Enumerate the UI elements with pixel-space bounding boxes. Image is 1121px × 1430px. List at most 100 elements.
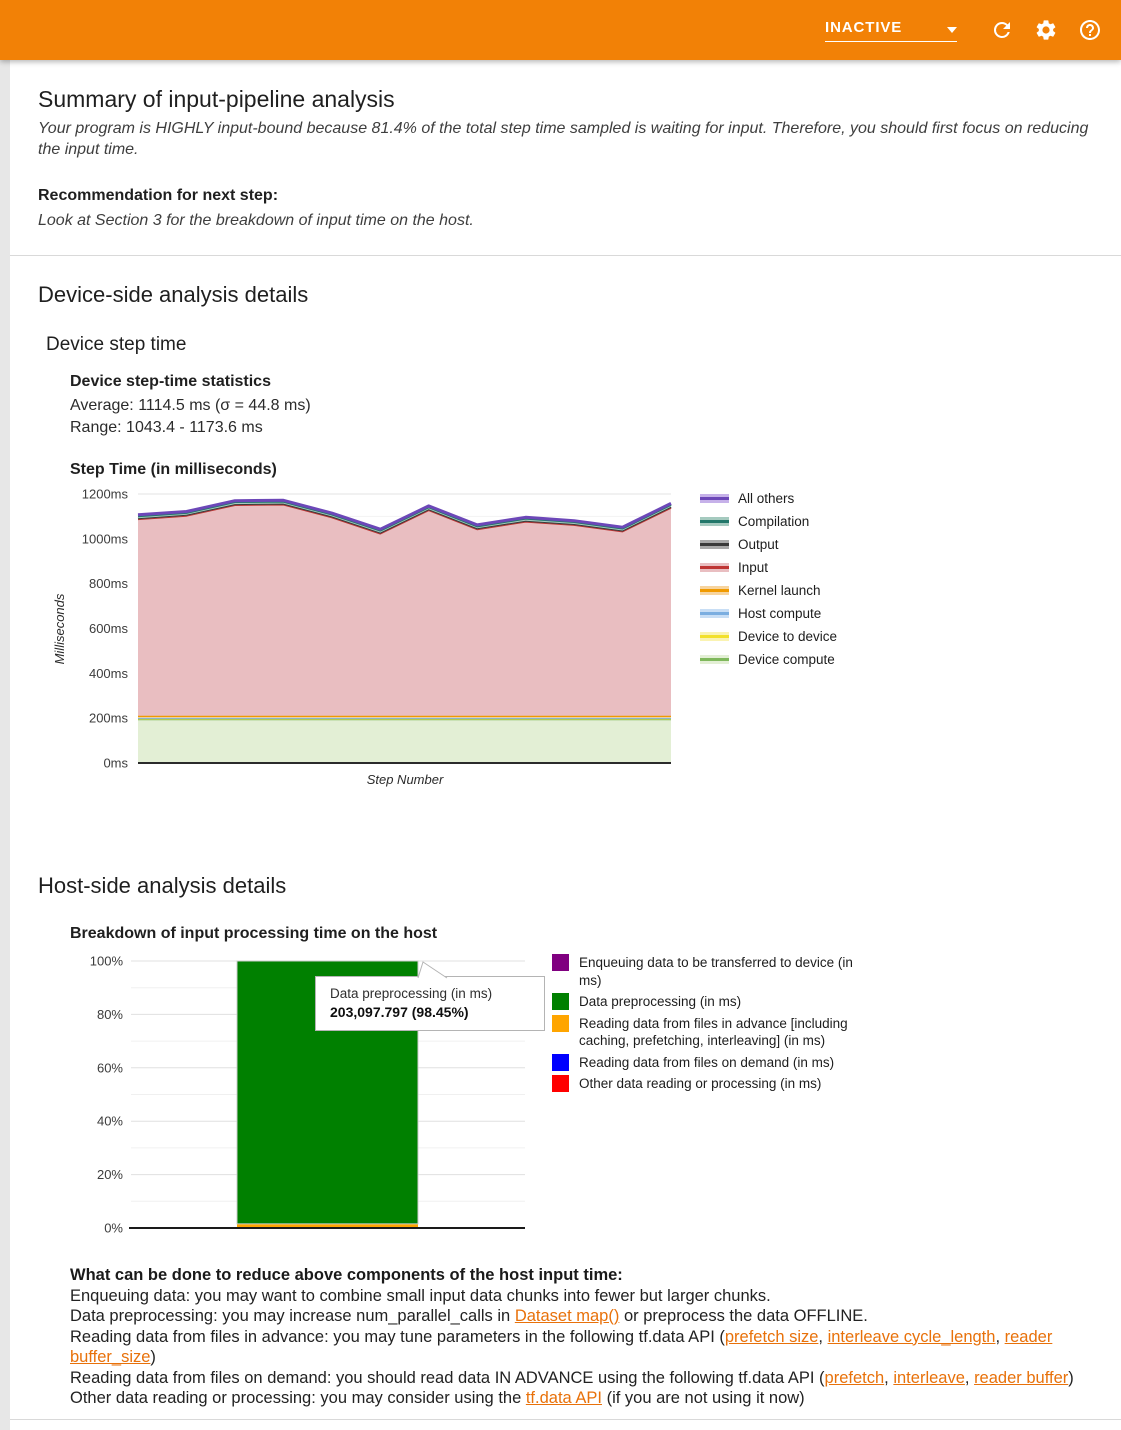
advice-text: , — [884, 1369, 893, 1387]
legend-swatch — [552, 1075, 569, 1092]
legend-label: Reading data from files on demand (in ms… — [579, 1054, 834, 1072]
advice-lines: Enqueuing data: you may want to combine … — [70, 1286, 1102, 1409]
svg-text:80%: 80% — [97, 1007, 123, 1022]
advice-line: Other data reading or processing: you ma… — [70, 1388, 1102, 1409]
legend-label: Device to device — [738, 629, 837, 644]
chart-tooltip: Data preprocessing (in ms) 203,097.797 (… — [315, 976, 545, 1031]
summary-text: Your program is HIGHLY input-bound becau… — [38, 118, 1091, 160]
legend-swatch — [700, 494, 729, 503]
svg-text:1200ms: 1200ms — [82, 487, 129, 502]
stats-title: Device step-time statistics — [70, 371, 1121, 393]
device-step-time-chart[interactable]: 0ms200ms400ms600ms800ms1000ms1200msStep … — [48, 485, 688, 793]
advice-text: ) — [150, 1348, 156, 1366]
recommendation-label: Recommendation for next step: — [38, 187, 1091, 205]
advice-text: ) — [1068, 1369, 1074, 1387]
legend-label: Data preprocessing (in ms) — [579, 993, 741, 1011]
doc-link[interactable]: Dataset map() — [515, 1307, 620, 1325]
host-section: Host-side analysis details Breakdown of … — [10, 847, 1121, 1419]
doc-link[interactable]: tf.data API — [526, 1389, 602, 1407]
advice-line: Reading data from files on demand: you s… — [70, 1368, 1102, 1389]
svg-text:600ms: 600ms — [89, 621, 129, 636]
device-section: Device-side analysis details Device step… — [10, 256, 1121, 847]
legend-swatch — [552, 1015, 569, 1032]
legend-swatch — [700, 517, 729, 526]
doc-link[interactable]: reader buffer — [974, 1369, 1068, 1387]
legend-swatch — [700, 586, 729, 595]
legend-item: Output — [700, 537, 837, 552]
legend-item: Device compute — [700, 652, 837, 667]
legend-item: Reading data from files in advance [incl… — [552, 1015, 862, 1050]
device-chart-title: Step Time (in milliseconds) — [38, 461, 1121, 479]
advice-text: , — [995, 1328, 1004, 1346]
tooltip-series-label: Data preprocessing (in ms) — [330, 986, 530, 1001]
svg-text:60%: 60% — [97, 1060, 123, 1075]
advice-text: , — [818, 1328, 827, 1346]
legend-swatch — [700, 609, 729, 618]
summary-section: Summary of input-pipeline analysis Your … — [10, 60, 1121, 255]
legend-swatch — [700, 540, 729, 549]
legend-label: Other data reading or processing (in ms) — [579, 1075, 821, 1093]
advice-text: (if you are not using it now) — [602, 1389, 805, 1407]
advice-text: Reading data from files on demand: you s… — [70, 1369, 825, 1387]
advice-line: Enqueuing data: you may want to combine … — [70, 1286, 1102, 1307]
host-chart-legend: Enqueuing data to be transferred to devi… — [552, 949, 862, 1097]
legend-label: All others — [738, 491, 794, 506]
stats-average: Average: 1114.5 ms (σ = 44.8 ms) — [70, 395, 1121, 417]
recommendation-text: Look at Section 3 for the breakdown of i… — [38, 210, 1091, 231]
legend-item: Device to device — [700, 629, 837, 644]
legend-swatch — [552, 993, 569, 1010]
legend-label: Output — [738, 537, 779, 552]
advice-text: Other data reading or processing: you ma… — [70, 1389, 526, 1407]
doc-link[interactable]: interleave cycle_length — [828, 1328, 996, 1346]
legend-label: Device compute — [738, 652, 835, 667]
footer-spacer — [10, 1420, 1121, 1430]
legend-item: Enqueuing data to be transferred to devi… — [552, 954, 862, 989]
legend-item: Host compute — [700, 606, 837, 621]
advice-line: Data preprocessing: you may increase num… — [70, 1306, 1102, 1327]
legend-label: Input — [738, 560, 768, 575]
device-step-time-title: Device step time — [38, 334, 1121, 356]
host-section-title: Host-side analysis details — [38, 873, 1121, 899]
svg-text:Step Number: Step Number — [367, 772, 444, 787]
advice-text: Enqueuing data: you may want to combine … — [70, 1287, 771, 1305]
legend-swatch — [700, 632, 729, 641]
doc-link[interactable]: interleave — [893, 1369, 965, 1387]
legend-item: All others — [700, 491, 837, 506]
help-button[interactable] — [1071, 11, 1109, 49]
advice-text: Data preprocessing: you may increase num… — [70, 1307, 515, 1325]
host-chart-title: Breakdown of input processing time on th… — [38, 925, 1121, 943]
chevron-down-icon — [947, 27, 957, 33]
settings-button[interactable] — [1027, 11, 1065, 49]
doc-link[interactable]: prefetch — [825, 1369, 885, 1387]
svg-text:1000ms: 1000ms — [82, 531, 129, 546]
doc-link[interactable]: prefetch size — [725, 1328, 819, 1346]
app-header: INACTIVE — [0, 0, 1121, 60]
svg-text:0%: 0% — [104, 1221, 123, 1236]
page-title: Summary of input-pipeline analysis — [38, 86, 1091, 113]
legend-item: Other data reading or processing (in ms) — [552, 1075, 862, 1093]
device-step-stats: Device step-time statistics Average: 111… — [38, 371, 1121, 439]
svg-text:0ms: 0ms — [103, 756, 128, 771]
legend-label: Compilation — [738, 514, 809, 529]
legend-label: Host compute — [738, 606, 821, 621]
svg-text:40%: 40% — [97, 1114, 123, 1129]
svg-text:20%: 20% — [97, 1167, 123, 1182]
run-state-select[interactable]: INACTIVE — [825, 19, 957, 42]
legend-label: Reading data from files in advance [incl… — [579, 1015, 862, 1050]
legend-item: Data preprocessing (in ms) — [552, 993, 862, 1011]
legend-item: Reading data from files on demand (in ms… — [552, 1054, 862, 1072]
refresh-button[interactable] — [983, 11, 1021, 49]
gear-icon — [1034, 18, 1058, 42]
run-state-value: INACTIVE — [825, 19, 902, 36]
advice-text: , — [965, 1369, 974, 1387]
advice-block: What can be done to reduce above compone… — [38, 1265, 1102, 1419]
advice-text: Reading data from files in advance: you … — [70, 1328, 725, 1346]
refresh-icon — [990, 18, 1014, 42]
analysis-page: Summary of input-pipeline analysis Your … — [10, 60, 1121, 1430]
device-section-title: Device-side analysis details — [38, 282, 1121, 308]
advice-title: What can be done to reduce above compone… — [70, 1265, 1102, 1286]
svg-text:200ms: 200ms — [89, 711, 129, 726]
legend-item: Compilation — [700, 514, 837, 529]
